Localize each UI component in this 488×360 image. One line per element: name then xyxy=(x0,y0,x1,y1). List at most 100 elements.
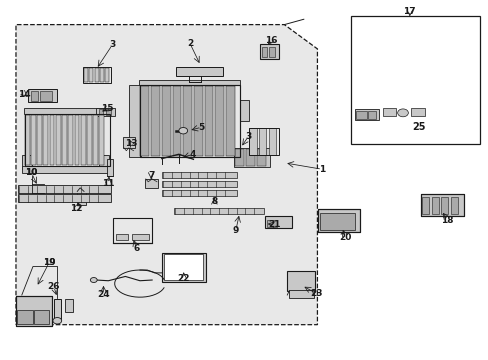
Bar xyxy=(37,114,42,165)
Bar xyxy=(356,111,366,118)
Bar xyxy=(30,91,38,102)
Text: 2: 2 xyxy=(186,39,193,48)
Bar xyxy=(239,100,249,121)
Bar xyxy=(25,114,30,165)
Bar xyxy=(215,86,224,156)
Text: 18: 18 xyxy=(441,216,453,225)
Bar xyxy=(56,114,61,165)
Bar xyxy=(268,128,276,155)
Bar xyxy=(144,179,158,188)
Bar xyxy=(62,114,67,165)
Bar xyxy=(260,44,278,59)
Text: 24: 24 xyxy=(97,290,110,299)
Circle shape xyxy=(53,318,61,324)
Text: 8: 8 xyxy=(211,197,217,206)
Text: 19: 19 xyxy=(42,258,55,267)
Bar xyxy=(233,148,270,167)
Bar xyxy=(450,197,457,214)
Bar xyxy=(19,185,111,193)
Text: 7: 7 xyxy=(148,171,154,180)
Bar xyxy=(131,234,148,240)
Bar xyxy=(259,128,266,155)
Bar xyxy=(420,194,463,216)
Bar xyxy=(74,114,79,165)
Bar xyxy=(87,114,92,165)
Bar xyxy=(99,109,103,114)
Bar xyxy=(269,48,275,57)
Bar xyxy=(24,108,111,114)
Bar xyxy=(22,166,111,173)
Bar xyxy=(183,86,192,156)
Text: 25: 25 xyxy=(411,122,425,132)
Text: 26: 26 xyxy=(47,282,60,291)
Bar xyxy=(140,85,239,157)
Text: 13: 13 xyxy=(125,139,138,148)
Bar xyxy=(89,68,93,82)
Bar xyxy=(318,208,359,232)
Bar xyxy=(245,149,254,166)
Bar xyxy=(84,68,88,82)
Text: 21: 21 xyxy=(268,220,280,229)
Bar xyxy=(267,220,277,227)
Bar xyxy=(106,109,111,114)
Bar xyxy=(82,67,111,83)
Bar xyxy=(49,114,54,165)
Text: 11: 11 xyxy=(102,179,114,188)
Text: 10: 10 xyxy=(25,168,38,177)
Text: 19: 19 xyxy=(42,258,55,267)
Bar xyxy=(40,91,52,102)
Bar xyxy=(265,216,291,228)
Bar xyxy=(54,299,61,320)
Text: 17: 17 xyxy=(403,7,415,16)
Text: 10: 10 xyxy=(25,168,38,177)
Bar xyxy=(420,194,463,216)
Circle shape xyxy=(179,127,187,134)
Bar xyxy=(174,207,264,214)
Bar xyxy=(257,149,265,166)
Bar xyxy=(382,108,395,116)
Text: 3: 3 xyxy=(109,40,115,49)
Bar xyxy=(100,68,104,82)
Text: 5: 5 xyxy=(198,123,204,132)
Bar xyxy=(18,310,33,324)
Bar xyxy=(16,296,52,326)
Text: 12: 12 xyxy=(70,204,83,213)
Bar xyxy=(288,290,313,298)
Text: 4: 4 xyxy=(189,150,195,159)
Bar xyxy=(96,108,115,116)
Bar xyxy=(93,114,98,165)
Bar xyxy=(225,86,234,156)
Bar xyxy=(162,190,237,196)
Bar xyxy=(107,158,113,176)
Polygon shape xyxy=(16,24,317,325)
Bar xyxy=(176,67,222,76)
Text: 1: 1 xyxy=(319,165,325,174)
Bar xyxy=(139,80,240,85)
Bar xyxy=(28,89,57,102)
Text: 6: 6 xyxy=(133,244,140,253)
Bar xyxy=(16,296,52,326)
Bar xyxy=(287,271,315,291)
Bar xyxy=(140,86,149,156)
Bar xyxy=(34,310,49,324)
Text: 14: 14 xyxy=(19,90,31,99)
Bar xyxy=(162,86,170,156)
Bar xyxy=(31,114,36,165)
Bar xyxy=(105,68,109,82)
Bar xyxy=(163,254,202,280)
Bar xyxy=(151,86,160,156)
Bar xyxy=(234,149,243,166)
Bar xyxy=(68,114,73,165)
Text: 9: 9 xyxy=(232,226,239,235)
Bar xyxy=(172,86,181,156)
Bar xyxy=(162,181,237,187)
Bar xyxy=(113,217,152,243)
Bar xyxy=(249,128,256,155)
Circle shape xyxy=(397,109,407,117)
Bar xyxy=(194,86,202,156)
Bar xyxy=(410,108,424,116)
Bar xyxy=(99,114,104,165)
Text: 3: 3 xyxy=(245,132,251,141)
Bar xyxy=(19,194,111,202)
Bar xyxy=(128,85,141,157)
